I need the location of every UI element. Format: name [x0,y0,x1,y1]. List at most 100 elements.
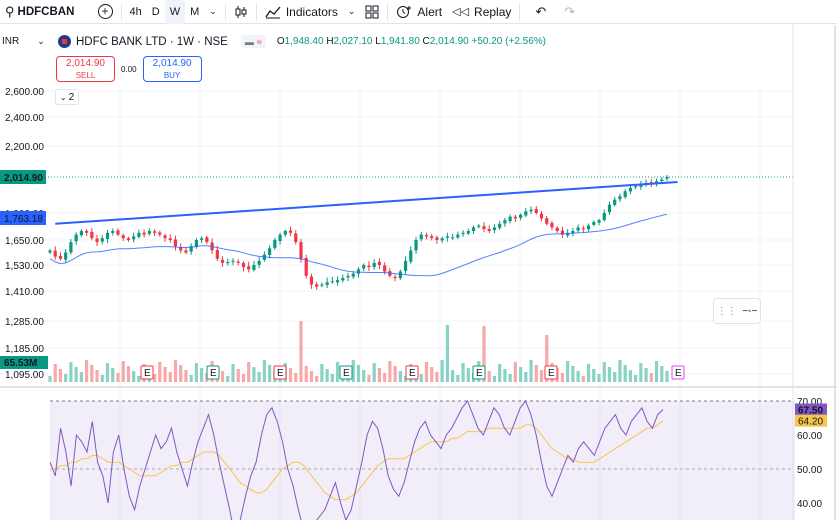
candle-body [660,179,664,182]
volume-bar [184,370,188,382]
replay-button[interactable]: ◁◁ Replay [447,0,516,24]
candle-body [513,216,517,219]
earnings-marker[interactable] [140,365,154,380]
layouts-button[interactable] [360,0,384,24]
buy-button[interactable]: 2,014.90 BUY [142,56,202,82]
candle-body [315,284,319,287]
earnings-marker[interactable] [472,365,486,380]
volume-bar [152,374,157,382]
redo-icon: ↷ [564,3,576,19]
candle-body [341,278,345,281]
legend-title[interactable]: HDFC BANK LTD · 1W · NSE [76,35,228,48]
candle-body [435,237,439,240]
floating-drawing-toolbar: ⋮⋮ −◦− [713,298,761,324]
minus-icon: ▬ [244,36,254,47]
indicators-icon [265,6,281,18]
symbol-search[interactable]: ⚲ HDFCBAN [0,0,93,24]
open-value: 1,948.40 [284,36,324,47]
symbol-legend: HDFC BANK LTD · 1W · NSE ▬ ≈ O1,948.40 H2… [58,35,546,48]
volume-bar [64,374,68,382]
redo-button[interactable]: ↷ [558,0,581,24]
toolbar-divider [255,3,257,20]
earnings-marker[interactable] [206,365,220,380]
top-toolbar: ⚲ HDFCBAN + 4h D W M ⌄ Indicators ⌄ [0,0,837,24]
timeframe-dropdown[interactable]: ⌄ [204,0,222,24]
volume-bar [231,364,235,382]
volume-bar [482,326,486,382]
volume-bar [461,363,465,382]
timeframe-4h[interactable]: 4h [129,5,142,18]
timeframe-m[interactable]: M [190,5,200,18]
rsi-ma-value-label: 64.20 [798,417,823,428]
candle-body [247,266,251,270]
candles-icon [235,5,247,18]
legend-visibility-toggle[interactable]: ▬ ≈ [240,35,266,48]
alert-button[interactable]: Alert [391,0,447,24]
earnings-marker[interactable] [405,365,419,380]
indicators-button[interactable]: Indicators [260,0,343,24]
volume-bar [377,368,382,382]
volume-bar [126,366,131,382]
rewind-icon: ◁◁ [452,6,470,18]
earnings-marker-upcoming[interactable] [671,365,685,380]
volume-bar [330,374,334,382]
candle-body [487,229,491,231]
line-tool-icon[interactable]: −◦− [742,305,758,317]
volume-bar [660,366,664,382]
volume-badge [0,356,48,369]
volume-bar [241,374,246,382]
volume-bar [194,363,199,382]
candle-body [200,238,204,240]
chart-area[interactable]: 2,600.002,400.002,200.001,800.001,650.00… [0,25,837,520]
candle-body [634,186,638,188]
candle-body [586,225,591,230]
chart-canvas[interactable]: 2,600.002,400.002,200.001,800.001,650.00… [0,25,837,520]
candle-body [602,213,606,221]
candle-body [461,232,465,235]
candle-body [628,187,632,192]
candle-body [618,196,622,200]
indicators-dropdown[interactable]: ⌄ [343,0,361,24]
volume-bar [524,372,528,382]
volume-bar [498,364,502,382]
candle-body [273,240,277,248]
compare-button[interactable]: + [93,0,118,24]
volume-bar [451,370,455,382]
currency-selector[interactable]: INR ⌄ [2,36,45,47]
candle-body [445,236,449,238]
timeframe-w[interactable]: W [164,0,186,24]
collapse-indicators-button[interactable]: ⌄ 2 [55,89,79,105]
timeframe-d[interactable]: D [151,5,160,18]
volume-bar [268,365,272,382]
candle-body [430,236,434,239]
earnings-marker[interactable] [339,365,353,380]
earnings-marker[interactable] [544,365,558,380]
volume-bar [383,373,387,382]
trade-panel: 2,014.90 SELL 0.00 2,014.90 BUY [56,56,202,82]
volume-bar [189,375,193,382]
volume-bar [539,370,544,382]
candle-body [283,231,287,235]
candle-body [607,204,612,213]
volume-bar [320,364,324,382]
candle-body [95,238,99,243]
chart-type-button[interactable] [229,0,253,24]
volume-bar [79,372,83,382]
drag-handle-icon[interactable]: ⋮⋮ [716,305,737,317]
volume-bar [492,376,497,382]
volume-bar [262,360,266,382]
volume-bar [576,371,580,382]
sell-button[interactable]: 2,014.90 SELL [56,56,115,82]
volume-bar [247,362,251,382]
wave-icon: ≈ [256,36,262,47]
volume-bar [367,375,371,382]
undo-button[interactable]: ↶ [523,0,558,24]
earnings-marker[interactable] [273,365,287,380]
candle-body [545,218,549,224]
volume-bar [403,376,408,382]
trendline[interactable] [55,181,678,225]
candle-body [184,250,188,253]
candle-body [85,230,89,233]
volume-bar [393,366,397,382]
buy-price: 2,014.90 [152,58,192,69]
